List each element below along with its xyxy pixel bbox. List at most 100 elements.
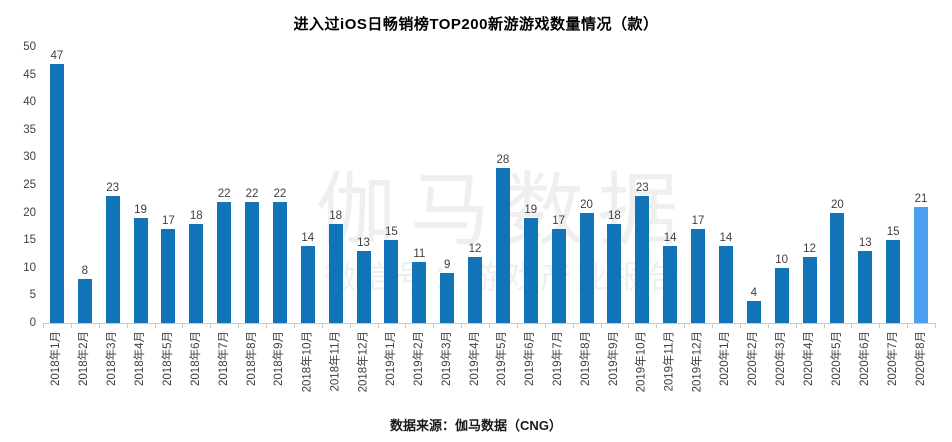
bar <box>830 212 845 323</box>
bar-value-label: 12 <box>468 242 482 255</box>
bar <box>217 201 232 323</box>
bar-slot: 18 <box>322 47 350 323</box>
bar-slot: 14 <box>712 47 740 323</box>
bar-value-label: 47 <box>50 49 64 62</box>
bar-slot: 15 <box>378 47 406 323</box>
bar <box>802 256 817 323</box>
x-axis-tick-label: 2020年3月 <box>775 331 788 386</box>
x-axis-tick <box>544 324 573 328</box>
y-axis-tick-label: 5 <box>29 289 36 302</box>
x-axis-line <box>43 323 936 328</box>
bar <box>133 218 148 323</box>
x-axis-tick <box>377 324 406 328</box>
x-axis-tick-label: 2019年1月 <box>384 331 397 386</box>
bar <box>189 223 204 323</box>
bar-slot: 17 <box>684 47 712 323</box>
bar <box>412 262 427 323</box>
x-axis-tick-label: 2019年4月 <box>468 331 481 386</box>
bar-slot: 14 <box>656 47 684 323</box>
bar <box>635 196 650 323</box>
x-axis-labels: 2018年1月 2018年2月 2018年3月 2018年4月 2018年5月 2018年… <box>43 331 935 415</box>
x-axis-tick-label: 2019年9月 <box>607 331 620 386</box>
x-axis-tick <box>154 324 183 328</box>
bar-slot: 22 <box>210 47 238 323</box>
bar-value-label: 19 <box>134 204 147 217</box>
y-axis-tick-label: 40 <box>23 96 36 109</box>
bar <box>356 251 371 323</box>
bar-slot: 12 <box>461 47 489 323</box>
bar <box>886 240 901 323</box>
x-axis-tick-label: 2018年12月 <box>357 331 370 393</box>
bar-value-label: 21 <box>914 193 928 206</box>
y-axis: 0 5 10 15 20 25 30 35 40 45 50 <box>0 41 40 329</box>
x-axis-tick-label: 2018年6月 <box>189 331 202 386</box>
bar-value-label: 17 <box>691 215 705 228</box>
x-axis-tick-label: 2018年2月 <box>78 331 91 386</box>
bar <box>579 212 594 323</box>
bar-value-label: 18 <box>329 209 343 222</box>
x-axis-tick <box>210 324 238 328</box>
bar-slot: 23 <box>628 47 656 323</box>
x-axis-tick <box>600 324 629 328</box>
bar-value-label: 15 <box>385 226 398 239</box>
bar <box>161 229 176 323</box>
bar-value-label: 8 <box>81 264 89 277</box>
bar <box>105 196 120 323</box>
source-caption: 数据来源：伽马数据（CNG） <box>390 418 562 433</box>
x-axis-tick-label: 2018年9月 <box>273 331 286 386</box>
x-axis-tick <box>266 324 294 328</box>
x-axis-tick-label: 2020年4月 <box>803 331 816 386</box>
x-axis-tick <box>433 324 461 328</box>
x-axis-tick <box>712 324 740 328</box>
x-axis-tick <box>851 324 879 328</box>
bar <box>914 207 929 323</box>
x-axis-tick-label: 2020年8月 <box>914 331 927 386</box>
x-axis-tick <box>739 324 768 328</box>
bar-slot: 17 <box>545 47 573 323</box>
bar-value-label: 23 <box>106 182 120 195</box>
bar <box>468 256 483 323</box>
x-axis-tick <box>516 324 545 328</box>
x-axis-tick-label: 2018年8月 <box>245 331 258 386</box>
x-axis-tick <box>405 324 433 328</box>
bar-slot: 4 <box>740 47 768 323</box>
x-axis-tick-label: 2018年1月 <box>50 331 63 386</box>
bar-slot: 28 <box>489 47 517 323</box>
bar <box>718 245 733 323</box>
bar-value-label: 14 <box>301 231 315 244</box>
bar-value-label: 12 <box>803 242 816 255</box>
x-axis-tick-label: 2020年5月 <box>830 331 843 386</box>
bar-slot: 23 <box>99 47 127 323</box>
y-axis-tick-label: 0 <box>29 317 36 329</box>
x-axis-tick <box>684 324 712 328</box>
bar-value-label: 17 <box>162 215 175 228</box>
x-axis-tick-label: 2018年3月 <box>106 331 119 386</box>
x-axis-tick-label: 2019年11月 <box>663 331 676 392</box>
bar-slot: 18 <box>601 47 629 323</box>
x-axis-tick-label: 2018年7月 <box>217 331 230 386</box>
chart-title: 进入过iOS日畅销榜TOP200新游游戏数量情况（款） <box>293 16 659 33</box>
x-axis-tick <box>238 324 266 328</box>
y-axis-tick-label: 15 <box>23 234 36 247</box>
bar <box>774 267 789 323</box>
x-axis-tick <box>879 324 907 328</box>
bar-value-label: 13 <box>357 237 370 250</box>
bar-value-label: 17 <box>552 215 566 228</box>
bar <box>523 218 538 323</box>
x-axis-tick <box>823 324 852 328</box>
bar <box>746 300 761 323</box>
bar-slot: 13 <box>350 47 378 323</box>
bar-slot: 21 <box>907 47 935 323</box>
y-axis-tick-label: 45 <box>23 68 36 81</box>
bar-value-label: 14 <box>719 231 733 244</box>
x-axis-tick-label: 2019年6月 <box>524 331 537 386</box>
bar <box>328 223 343 323</box>
bar-slot: 10 <box>768 47 796 323</box>
bar <box>49 63 64 323</box>
y-axis-tick-label: 20 <box>23 206 36 219</box>
y-axis-tick-label: 35 <box>23 123 36 136</box>
x-axis-tick-label: 2018年11月 <box>329 331 342 392</box>
x-axis-tick <box>628 324 656 328</box>
bar-value-label: 18 <box>608 209 621 222</box>
